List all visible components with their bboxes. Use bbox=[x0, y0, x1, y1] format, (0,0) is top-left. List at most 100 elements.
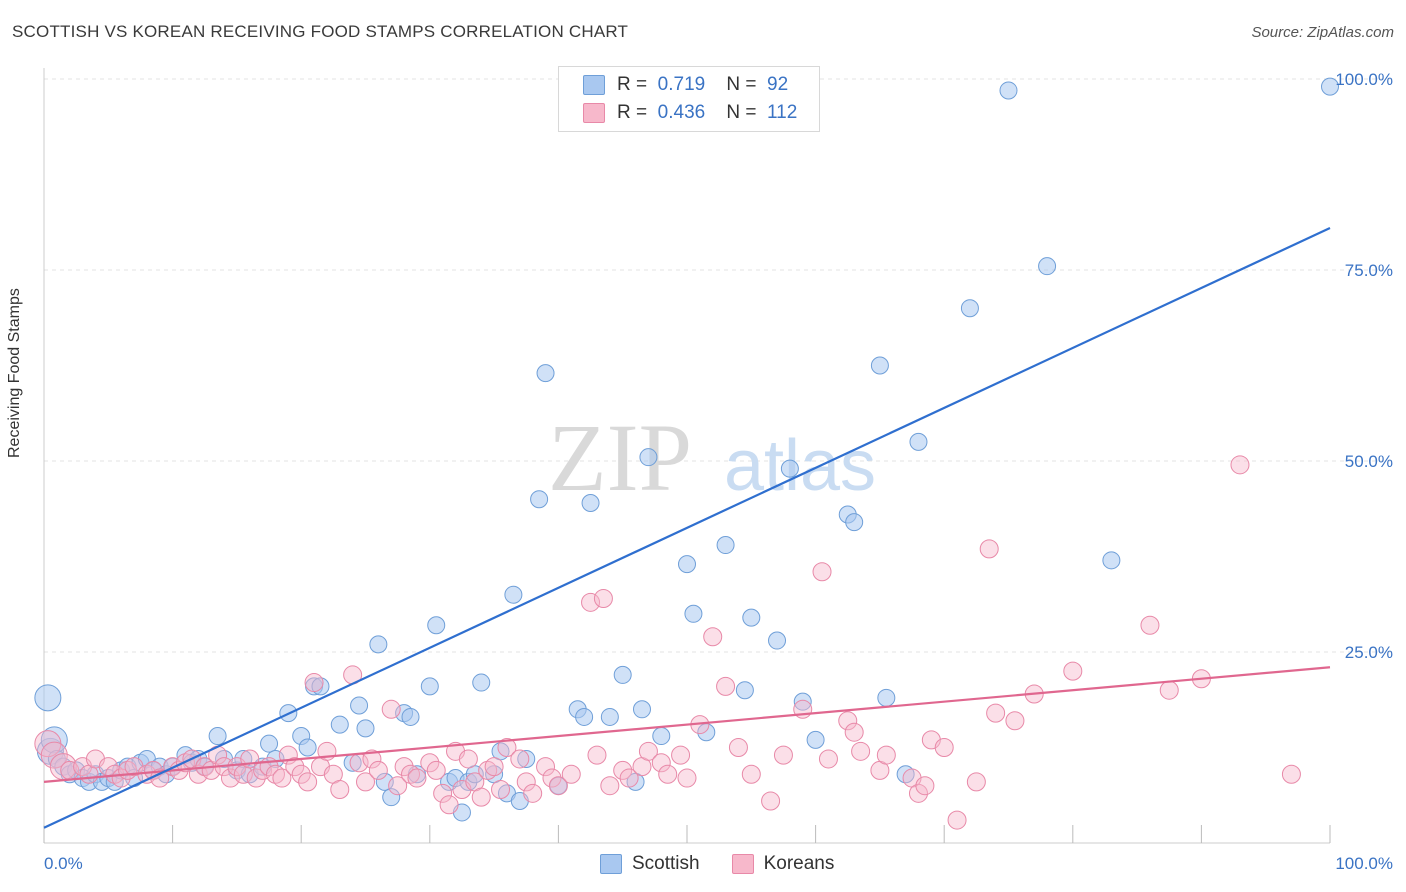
n-value: 92 bbox=[767, 74, 789, 95]
scottish-point bbox=[350, 696, 369, 715]
korean-point bbox=[523, 783, 543, 803]
korean-point bbox=[613, 760, 633, 780]
korean-point bbox=[915, 776, 935, 796]
korean-point bbox=[619, 768, 639, 788]
scottish-point bbox=[382, 788, 401, 807]
korean-point bbox=[658, 764, 678, 784]
legend-swatch-scottish bbox=[600, 854, 622, 874]
korean-point bbox=[761, 791, 781, 811]
r-value: 0.436 bbox=[657, 102, 706, 123]
korean-point bbox=[439, 795, 459, 815]
scottish-point bbox=[600, 707, 619, 726]
scottish-point bbox=[793, 692, 812, 711]
scottish-point bbox=[420, 677, 439, 696]
korean-trend-line bbox=[43, 666, 1331, 783]
scottish-point bbox=[652, 727, 671, 746]
trend-lines bbox=[43, 226, 1331, 829]
n-label: N = bbox=[726, 102, 757, 123]
korean-point bbox=[471, 787, 491, 807]
scottish-point bbox=[504, 585, 523, 604]
korean-point bbox=[542, 768, 562, 788]
scottish-point bbox=[427, 616, 446, 635]
korean-point bbox=[1230, 455, 1250, 475]
scottish-point bbox=[311, 677, 330, 696]
scottish-point bbox=[909, 432, 928, 451]
r-label: R = bbox=[617, 74, 648, 95]
scottish-point bbox=[632, 700, 651, 719]
korean-point bbox=[593, 589, 613, 609]
korean-point bbox=[220, 768, 240, 788]
korean-point bbox=[986, 703, 1006, 723]
korean-point bbox=[812, 562, 832, 582]
scottish-trend-line bbox=[43, 226, 1331, 829]
legend-swatch-koreans bbox=[583, 103, 605, 123]
korean-point bbox=[934, 738, 954, 757]
scottish-point bbox=[768, 631, 787, 650]
x-tick-label: 0.0% bbox=[44, 854, 83, 873]
korean-point bbox=[548, 776, 568, 796]
tick-labels: 25.0% 50.0% 75.0% 100.0% 0.0% 100.0% bbox=[44, 70, 1393, 873]
korean-point bbox=[330, 780, 350, 800]
axes bbox=[43, 68, 1331, 844]
scottish-point bbox=[298, 738, 317, 757]
scottish-point bbox=[575, 707, 594, 726]
korean-point bbox=[638, 741, 658, 761]
scottish-point bbox=[536, 364, 555, 383]
korean-point bbox=[40, 741, 68, 769]
korean-point bbox=[356, 772, 375, 792]
korean-point bbox=[362, 749, 382, 769]
scottish-point bbox=[678, 555, 696, 574]
scottish-point bbox=[1038, 257, 1057, 276]
korean-point bbox=[581, 592, 601, 612]
korean-point bbox=[1005, 711, 1025, 731]
n-value: 112 bbox=[767, 102, 798, 123]
korean-point bbox=[304, 673, 324, 693]
legend-swatch-scottish bbox=[583, 75, 605, 95]
korean-point bbox=[1159, 680, 1179, 700]
source-label: Source: ZipAtlas.com bbox=[1251, 24, 1394, 41]
scottish-point bbox=[401, 707, 420, 726]
korean-point bbox=[497, 738, 517, 757]
korean-point bbox=[818, 749, 838, 769]
legend-row-scottish: R = 0.719 N = 92 bbox=[583, 73, 788, 97]
korean-point bbox=[394, 757, 414, 777]
korean-point bbox=[1281, 764, 1301, 784]
korean-point bbox=[536, 757, 556, 777]
korean-point bbox=[728, 738, 748, 757]
korean-point bbox=[407, 768, 427, 788]
korean-point bbox=[716, 676, 736, 696]
scottish-point bbox=[613, 665, 632, 684]
scottish-point bbox=[735, 681, 754, 700]
n-label: N = bbox=[726, 74, 757, 95]
korean-point bbox=[491, 780, 511, 800]
korean-point bbox=[979, 539, 999, 559]
korean-point bbox=[298, 772, 318, 792]
legend-label-scottish: Scottish bbox=[632, 853, 700, 874]
scottish-point bbox=[960, 299, 979, 318]
korean-point bbox=[1063, 661, 1083, 681]
scottish-point bbox=[472, 673, 491, 692]
r-label: R = bbox=[617, 102, 648, 123]
korean-point bbox=[671, 745, 691, 765]
scottish-point bbox=[356, 719, 375, 738]
scottish-point bbox=[369, 635, 388, 654]
korean-point bbox=[703, 627, 723, 647]
legend-label-koreans: Koreans bbox=[763, 853, 835, 874]
korean-point bbox=[966, 772, 986, 792]
legend-stats: R = 0.719 N = 92 R = 0.436 N = 112 bbox=[558, 66, 820, 132]
scottish-point bbox=[684, 604, 703, 623]
korean-point bbox=[246, 768, 266, 788]
korean-point bbox=[773, 745, 793, 765]
korean-point bbox=[876, 745, 896, 765]
scottish-point bbox=[896, 765, 915, 784]
scottish-point bbox=[742, 608, 761, 627]
scottish-point bbox=[716, 536, 735, 555]
y-tick-label: 25.0% bbox=[1345, 643, 1393, 662]
watermark-zip: ZIP bbox=[548, 404, 692, 511]
legend-swatch-koreans bbox=[731, 854, 754, 874]
scottish-point bbox=[877, 688, 896, 707]
korean-point bbox=[587, 745, 607, 765]
scottish-point bbox=[330, 715, 349, 734]
korean-point bbox=[851, 741, 871, 761]
